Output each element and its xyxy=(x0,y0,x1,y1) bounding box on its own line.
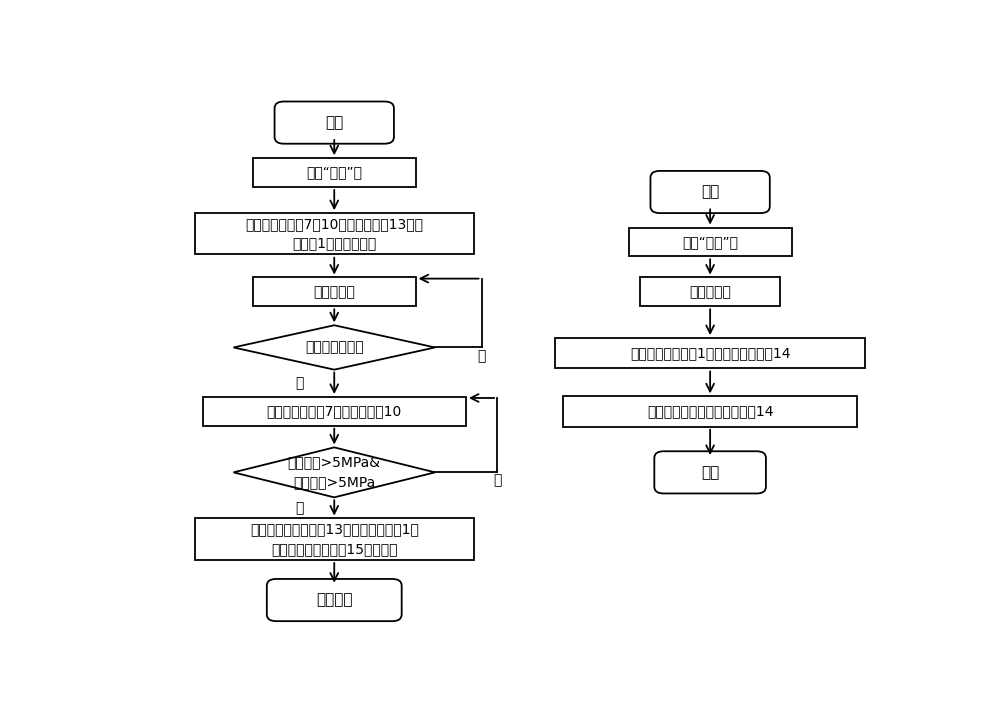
Text: 是: 是 xyxy=(295,376,304,390)
Bar xyxy=(195,518,474,559)
Text: 关闭油路旁通锔7和油路旁通锔10: 关闭油路旁通锔7和油路旁通锔10 xyxy=(267,404,402,418)
Text: 开始: 开始 xyxy=(701,185,719,200)
Text: 一级油压>5MPa&
二级油压>5MPa: 一级油压>5MPa& 二级油压>5MPa xyxy=(288,456,381,489)
Text: 正常运行: 正常运行 xyxy=(316,593,352,608)
Text: 关闭主电机: 关闭主电机 xyxy=(689,285,731,299)
Bar xyxy=(253,158,416,187)
Bar xyxy=(555,337,865,368)
Text: 是: 是 xyxy=(295,501,304,515)
FancyBboxPatch shape xyxy=(650,171,770,213)
Polygon shape xyxy=(234,447,435,497)
Text: 否: 否 xyxy=(477,349,486,363)
Text: 按下“启动”键: 按下“启动”键 xyxy=(306,166,362,180)
Bar xyxy=(202,397,466,425)
Text: 开始: 开始 xyxy=(325,115,343,130)
Bar xyxy=(629,228,792,257)
Bar xyxy=(253,278,416,306)
FancyBboxPatch shape xyxy=(275,102,394,143)
Bar xyxy=(563,396,857,427)
Text: 依次关闭排气放空阓13、打开气动球锔1，
直至气压升至背压阓15设定压力: 依次关闭排气放空阓13、打开气动球锔1， 直至气压升至背压阓15设定压力 xyxy=(250,522,419,556)
Text: 启动主电机: 启动主电机 xyxy=(313,285,355,299)
Text: 依次关闭气动球锔1，打开排气放空阓14: 依次关闭气动球锔1，打开排气放空阓14 xyxy=(630,346,790,360)
Polygon shape xyxy=(234,325,435,370)
Text: 否: 否 xyxy=(493,474,501,487)
Bar xyxy=(640,278,780,306)
Text: 打开油路旁通锔7和10、排气放空阓13；气
动球锔1处于关闭状态: 打开油路旁通锔7和10、排气放空阓13；气 动球锔1处于关闭状态 xyxy=(245,217,423,250)
Text: 卸荷完成后，关闭排气放空阓14: 卸荷完成后，关闭排气放空阓14 xyxy=(647,404,773,418)
Bar xyxy=(195,213,474,255)
Text: 结束: 结束 xyxy=(701,465,719,480)
FancyBboxPatch shape xyxy=(267,579,402,622)
FancyBboxPatch shape xyxy=(654,451,766,493)
Text: 按下“停机”键: 按下“停机”键 xyxy=(682,235,738,249)
Text: 运行指示灯亮？: 运行指示灯亮？ xyxy=(305,340,364,355)
